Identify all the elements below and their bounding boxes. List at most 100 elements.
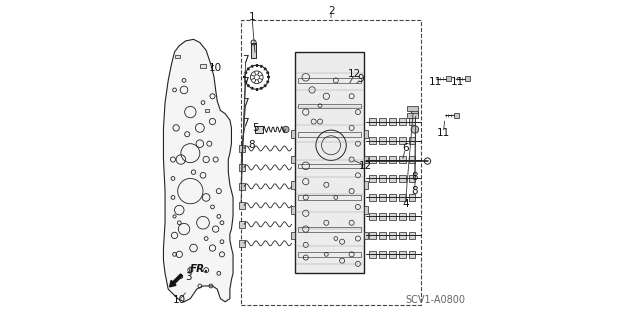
Bar (379, 156, 386, 163)
Circle shape (283, 126, 289, 133)
Bar (364, 156, 368, 163)
FancyArrow shape (170, 274, 182, 287)
Bar (388, 232, 396, 239)
Bar (408, 156, 415, 163)
Bar (399, 251, 406, 257)
Bar (200, 64, 206, 68)
Bar (388, 251, 396, 257)
Text: 7: 7 (243, 98, 249, 108)
Bar (369, 251, 376, 257)
Bar (408, 118, 415, 125)
Bar (408, 175, 415, 182)
Bar (465, 76, 470, 81)
Bar (454, 113, 458, 118)
Bar (399, 175, 406, 182)
Bar (388, 118, 396, 125)
Bar (239, 202, 245, 209)
Bar (298, 195, 361, 200)
Circle shape (411, 110, 419, 117)
Bar (364, 232, 368, 239)
Bar (379, 194, 386, 201)
Text: 7: 7 (243, 118, 249, 128)
Bar (399, 118, 406, 125)
Bar (399, 194, 406, 201)
Text: 9: 9 (358, 74, 364, 84)
Bar (446, 76, 451, 81)
Text: FR.: FR. (189, 263, 209, 274)
Bar (255, 126, 263, 133)
Text: 1: 1 (249, 12, 255, 22)
Polygon shape (163, 39, 233, 302)
Bar (291, 130, 294, 138)
Bar (388, 137, 396, 144)
Text: 11: 11 (436, 128, 450, 137)
Text: 3: 3 (186, 271, 192, 281)
Text: 5: 5 (252, 123, 259, 133)
Bar (291, 156, 294, 163)
Bar (205, 109, 209, 112)
Bar (408, 251, 415, 257)
Bar (298, 78, 361, 83)
Bar (241, 20, 421, 305)
Bar (388, 175, 396, 182)
Bar (294, 52, 364, 273)
Bar (298, 227, 361, 232)
Bar (239, 182, 245, 190)
Bar (369, 175, 376, 182)
Bar (388, 194, 396, 201)
Text: 11: 11 (429, 77, 442, 87)
Text: 7: 7 (243, 77, 249, 87)
Bar (379, 137, 386, 144)
Text: 8: 8 (412, 172, 418, 182)
Text: 11: 11 (451, 77, 464, 87)
Bar (408, 213, 415, 219)
Bar (369, 232, 376, 239)
Bar (399, 137, 406, 144)
Text: 10: 10 (209, 63, 222, 73)
Bar (298, 132, 361, 137)
Bar (408, 194, 415, 201)
Text: 8: 8 (249, 140, 255, 150)
Bar (407, 113, 418, 118)
Bar (369, 194, 376, 201)
Bar (369, 118, 376, 125)
Bar (239, 145, 245, 152)
Bar (407, 106, 418, 111)
Bar (388, 213, 396, 219)
Bar (291, 232, 294, 239)
Bar (239, 164, 245, 171)
Bar (379, 213, 386, 219)
Bar (399, 156, 406, 163)
Bar (251, 43, 256, 58)
Bar (369, 156, 376, 163)
Text: 8: 8 (412, 186, 418, 196)
Text: 6: 6 (402, 144, 409, 153)
Text: 4: 4 (402, 199, 409, 209)
Bar (364, 206, 368, 214)
Bar (239, 220, 245, 228)
Bar (399, 232, 406, 239)
Text: 12: 12 (359, 161, 372, 171)
Bar (364, 130, 368, 138)
Text: 7: 7 (243, 55, 249, 65)
Bar (408, 232, 415, 239)
Bar (408, 137, 415, 144)
Circle shape (411, 126, 419, 133)
Bar (298, 252, 361, 257)
Bar (298, 164, 361, 168)
Bar (175, 55, 180, 58)
Bar (379, 251, 386, 257)
Text: 10: 10 (173, 295, 186, 305)
Bar (369, 137, 376, 144)
Bar (399, 213, 406, 219)
Text: 2: 2 (328, 6, 334, 16)
Bar (388, 156, 396, 163)
Bar (379, 175, 386, 182)
Bar (379, 232, 386, 239)
Bar (298, 104, 361, 108)
Bar (291, 206, 294, 214)
Text: SCV1-A0800: SCV1-A0800 (406, 295, 465, 305)
Text: 12: 12 (348, 69, 362, 79)
Bar (369, 213, 376, 219)
Bar (291, 181, 294, 189)
